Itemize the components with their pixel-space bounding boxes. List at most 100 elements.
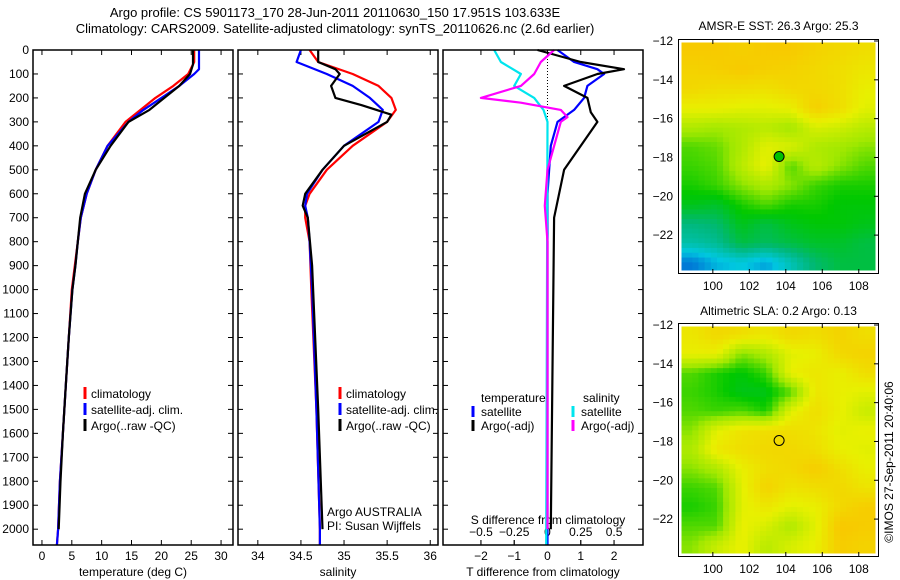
heatmap-cell — [796, 339, 804, 345]
heatmap-cell — [716, 103, 724, 109]
heatmap-cell — [803, 444, 810, 451]
heatmap-cell — [796, 329, 804, 336]
heatmap-cell — [840, 535, 847, 542]
heatmap-cell — [784, 103, 792, 109]
heatmap-cell — [784, 257, 792, 263]
heatmap-cell — [716, 69, 724, 76]
heatmap-cell — [723, 247, 730, 254]
heatmap-cell — [741, 382, 749, 388]
heatmap-cell — [852, 122, 860, 129]
heatmap-cell — [766, 170, 773, 177]
heatmap-cell — [846, 65, 853, 71]
heatmap-cell — [870, 392, 878, 398]
heatmap-cell — [784, 84, 792, 90]
heatmap-cell — [870, 262, 878, 268]
heatmap-cell — [710, 420, 718, 427]
heatmap-cell — [698, 267, 706, 273]
heatmap-cell — [827, 401, 835, 407]
heatmap-cell — [753, 382, 761, 388]
heatmap-cell — [858, 387, 866, 393]
heatmap-cell — [864, 401, 872, 407]
heatmap-cell — [716, 406, 724, 412]
heatmap-cell — [858, 478, 866, 484]
heatmap-cell — [815, 98, 823, 105]
heatmap-cell — [852, 252, 860, 259]
heatmap-cell — [680, 267, 687, 273]
heatmap-cell — [766, 228, 773, 234]
heatmap-cell — [766, 122, 773, 129]
heatmap-cell — [790, 262, 798, 268]
heatmap-cell — [692, 430, 699, 436]
heatmap-cell — [815, 497, 823, 503]
heatmap-cell — [821, 483, 829, 489]
heatmap-cell — [753, 353, 761, 360]
sst-map: 100 102 104 106 108−12−14−16−18−20−22AMSR-E … — [653, 19, 879, 293]
heatmap-cell — [784, 137, 792, 143]
heatmap-cell — [729, 79, 736, 85]
heatmap-cell — [680, 396, 687, 403]
heatmap-cell — [723, 507, 730, 513]
heatmap-cell — [821, 535, 829, 542]
heatmap-cell — [760, 228, 767, 234]
heatmap-cell — [735, 247, 743, 254]
heatmap-cell — [870, 545, 878, 551]
heatmap-cell — [821, 55, 829, 61]
heatmap-cell — [858, 392, 866, 398]
heatmap-cell — [710, 267, 718, 273]
heatmap-cell — [704, 55, 712, 61]
heatmap-cell — [729, 223, 736, 230]
heatmap-cell — [753, 180, 761, 186]
heatmap-cell — [809, 151, 816, 157]
heatmap-cell — [858, 425, 866, 431]
heatmap-cell — [809, 166, 816, 172]
heatmap-cell — [772, 511, 779, 518]
heatmap-cell — [686, 535, 693, 542]
heatmap-cell — [753, 392, 761, 398]
heatmap-cell — [778, 262, 786, 268]
heatmap-cell — [760, 146, 767, 153]
heatmap-cell — [840, 55, 847, 61]
heatmap-cell — [680, 478, 687, 484]
heatmap-cell — [704, 550, 712, 556]
heatmap-cell — [827, 545, 835, 551]
heatmap-cell — [833, 45, 841, 52]
heatmap-cell — [686, 459, 693, 465]
heatmap-cell — [803, 175, 810, 182]
legend-header-temperature: temperature — [481, 391, 546, 405]
heatmap-cell — [716, 387, 724, 393]
heatmap-cell — [858, 435, 866, 441]
heatmap-cell — [772, 487, 779, 494]
heatmap-cell — [821, 84, 829, 90]
heatmap-cell — [686, 199, 693, 206]
heatmap-cell — [772, 396, 779, 403]
heatmap-cell — [723, 142, 730, 148]
heatmap-cell — [772, 146, 779, 153]
heatmap-cell — [698, 348, 706, 355]
heatmap-cell — [766, 392, 773, 398]
heatmap-cell — [710, 406, 718, 412]
heatmap-cell — [833, 545, 841, 551]
heatmap-cell — [809, 382, 816, 388]
heatmap-cell — [846, 257, 853, 263]
heatmap-cell — [686, 344, 693, 350]
heatmap-cell — [772, 137, 779, 143]
heatmap-cell — [710, 180, 718, 186]
heatmap-cell — [803, 502, 810, 508]
heatmap-cell — [716, 108, 724, 114]
heatmap-cell — [827, 492, 835, 498]
heatmap-cell — [729, 142, 736, 148]
heatmap-cell — [815, 382, 823, 388]
heatmap-cell — [729, 267, 736, 273]
heatmap-cell — [846, 401, 853, 407]
heatmap-cell — [821, 223, 829, 230]
heatmap-cell — [698, 334, 706, 340]
heatmap-cell — [716, 516, 724, 522]
heatmap-cell — [729, 483, 736, 489]
heatmap-cell — [815, 60, 823, 66]
depth-tick-label: 300 — [9, 115, 29, 129]
heatmap-cell — [778, 199, 786, 206]
heatmap-cell — [772, 377, 779, 383]
heatmap-cell — [852, 79, 860, 85]
heatmap-cell — [784, 204, 792, 210]
heatmap-cell — [710, 468, 718, 475]
